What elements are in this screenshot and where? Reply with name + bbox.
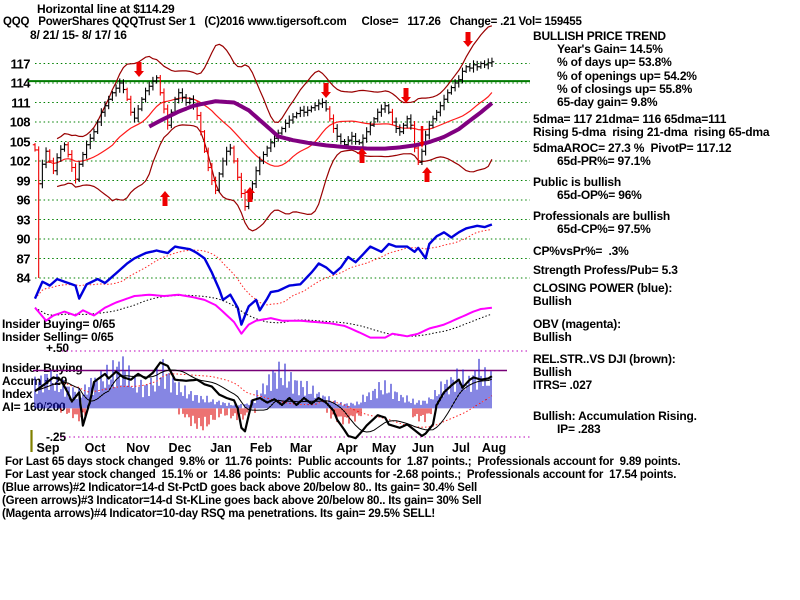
- month-tick-label: Oct: [84, 441, 106, 455]
- month-tick-label: May: [371, 441, 397, 455]
- right-panel-line: Public is bullish: [533, 175, 621, 189]
- right-panel-line: 65d-CP%= 97.5%: [557, 222, 651, 236]
- price-tick-label: 93: [16, 212, 31, 227]
- left-annotation-line: Accum +.29: [2, 374, 68, 388]
- price-tick-label: 99: [16, 173, 31, 188]
- price-tick-label: 96: [16, 192, 31, 208]
- grid-lines: [35, 63, 530, 279]
- closing-power-ma: [34, 228, 492, 306]
- volatility-bands: [56, 25, 493, 232]
- right-panel-line: BULLISH PRICE TREND: [533, 29, 666, 43]
- left-annotation-line: -.25: [46, 430, 66, 444]
- price-tick-label: 108: [9, 114, 31, 130]
- right-panel-line: CP%vsPr%= .3%: [533, 244, 629, 258]
- accum-line: [34, 361, 493, 440]
- price-tick-label: 84: [16, 270, 31, 286]
- accum-histogram: [34, 356, 492, 431]
- price-candles: [32, 57, 495, 278]
- price-tick-label: 102: [9, 153, 31, 169]
- left-annotation-line: AI= 160/200: [2, 400, 66, 414]
- right-panel-line: 65d-OP%= 96%: [557, 188, 642, 202]
- price-tick-label: 87: [16, 251, 31, 266]
- footer-line: (Green arrows)#3 Indicator=14-d St-KLine…: [2, 495, 482, 507]
- right-panel-line: % of openings up= 54.2%: [557, 69, 697, 83]
- right-panel-line: Rising 5-dma rising 21-dma rising 65-dma: [533, 125, 770, 139]
- right-panel-line: CLOSING POWER (blue):: [533, 281, 673, 295]
- right-panel-line: 5dma= 117 21dma= 116 65dma=111: [533, 112, 727, 126]
- right-panel-line: 65d-PR%= 97.1%: [557, 154, 651, 168]
- footer-line: For Last year stock changed 15.1% or 14.…: [5, 469, 677, 481]
- sma65-line: [148, 99, 494, 151]
- left-annotation-line: Insider Buying= 0/65: [2, 317, 116, 331]
- title-bar: QQQ PowerShares QQQTrust Ser 1 (C)2016 w…: [3, 16, 582, 28]
- left-annotation-line: Insider Buying: [2, 361, 83, 375]
- closing-power-line: [33, 223, 493, 326]
- accum-ma-thin: [34, 369, 493, 433]
- sma21-line: [46, 92, 493, 167]
- right-panel-line: % of days up= 53.8%: [557, 55, 672, 69]
- month-tick-label: Jan: [210, 441, 232, 455]
- right-panel-line: ITRS= .027: [533, 378, 593, 392]
- right-panel-line: % of closings up= 55.8%: [557, 82, 693, 96]
- price-tick-label: 105: [9, 134, 31, 149]
- left-annotation-line: +.50: [46, 341, 69, 355]
- price-tick-label: 117: [10, 56, 31, 71]
- month-tick-label: Dec: [168, 441, 192, 455]
- horizontal-line-caption: Horizontal line at $114.29: [37, 2, 175, 16]
- right-panel-line: OBV (magenta):: [533, 317, 621, 331]
- month-tick-label: Nov: [126, 441, 150, 455]
- right-panel-line: Strength Profess/Pub= 5.3: [533, 263, 678, 277]
- month-tick-label: Feb: [249, 441, 273, 455]
- right-panel-line: Bullish: [533, 330, 572, 344]
- price-tick-label: 114: [10, 75, 31, 91]
- date-range-label: 8/ 21/ 15- 8/ 17/ 16: [30, 28, 127, 42]
- left-annotation-line: Index: [2, 387, 33, 401]
- right-panel-line: 65-day gain= 9.8%: [557, 95, 658, 109]
- price-tick-label: 111: [11, 95, 30, 110]
- right-panel-line: Bullish: Accumulation Rising.: [533, 409, 697, 423]
- accum-ma-red: [34, 373, 493, 428]
- month-tick-label: Jul: [451, 441, 471, 455]
- month-tick-label: Mar: [289, 441, 313, 455]
- month-tick-label: Apr: [336, 441, 358, 455]
- right-panel-line: Bullish: [533, 365, 572, 379]
- right-panel-line: Professionals are bullish: [533, 209, 671, 223]
- accum-reference-lines: [30, 350, 530, 452]
- signal-arrows: [134, 32, 473, 206]
- month-tick-label: Jun: [411, 441, 435, 455]
- month-tick-label: Aug: [481, 441, 507, 455]
- footer-line: (Blue arrows)#2 Indicator=14-d St-PctD g…: [2, 482, 477, 494]
- right-panel-line: Year's Gain= 14.5%: [557, 42, 663, 56]
- right-panel-line: 5dmaAROC= 27.3 % PivotP= 117.12: [533, 141, 732, 155]
- footer-line: For Last 65 days stock changed 9.8% or 1…: [5, 456, 681, 468]
- right-panel-line: REL.STR..VS DJI (brown):: [533, 352, 676, 366]
- price-tick-label: 90: [16, 231, 31, 247]
- month-tick-label: Sep: [36, 441, 60, 455]
- right-panel-line: IP= .283: [557, 422, 601, 436]
- right-panel-line: Bullish: [533, 294, 572, 308]
- footer-line: (Magenta arrows)#4 Indicator=10-day RSQ …: [2, 508, 436, 520]
